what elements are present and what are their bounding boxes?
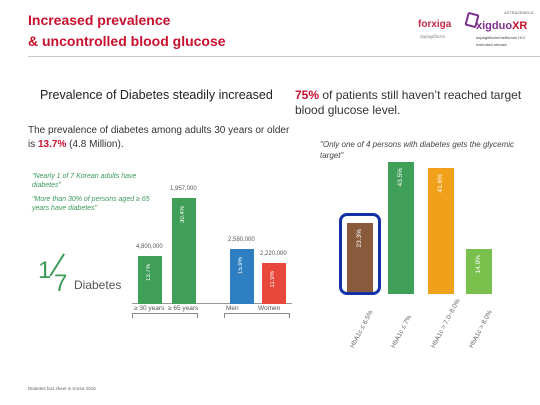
logo-tagline-2: extended-release	[476, 42, 507, 47]
prevalence-bar-3	[262, 262, 286, 304]
prevalence-bar-count-3: 2,220,000	[260, 250, 287, 257]
prevalence-bar-2	[230, 248, 254, 304]
highlight-box	[339, 213, 381, 295]
prevalence-bar-count-1: 1,957,000	[170, 186, 197, 192]
title-line-2: & uncontrolled blood glucose	[28, 33, 226, 49]
prevalence-bar-count-0: 4,800,000	[136, 244, 163, 251]
brand-logo: forxiga dapagliflozin xigduoXR ASTRAZENE…	[418, 8, 536, 54]
title-line-1: Increased prevalence	[28, 12, 171, 28]
diabetes-label: Diabetes	[74, 278, 122, 292]
group-bracket-1	[224, 313, 290, 318]
page-title: Increased prevalence & uncontrolled bloo…	[28, 10, 328, 52]
footnote: Diabetes fact sheet in Korea 2016	[28, 386, 96, 391]
right-heading: 75% of patients still haven’t reached ta…	[295, 88, 522, 117]
prevalence-category-2: Men	[226, 305, 239, 312]
prevalence-chart: "Nearly 1 of 7 Korean adults have diabet…	[26, 162, 298, 342]
uncontrolled-percent: 75%	[295, 88, 320, 102]
glycemic-quote: "Only one of 4 persons with diabetes get…	[320, 140, 515, 160]
prevalence-bar-percent-3: 11.9%	[270, 270, 276, 288]
quote-over-65: "More than 30% of persons aged ≥ 65 year…	[32, 196, 150, 212]
hba1c-bar-1	[388, 162, 414, 294]
hba1c-category-1: HbA1c ≤ 7%	[390, 314, 414, 350]
hba1c-bar-label-1: 43.5%	[397, 168, 404, 187]
prevalence-bar-percent-1: 30.4%	[180, 206, 186, 224]
hba1c-bar-0	[347, 223, 373, 294]
logo-tagline-1: dapagliflozin/metformin HCl	[476, 35, 525, 40]
hba1c-bar-3	[466, 248, 492, 294]
logo-badge: ASTRAZENECA	[504, 10, 534, 15]
hba1c-bar-label-3: 14.9%	[475, 254, 482, 274]
hba1c-category-3: HbA1c > 8.0%	[468, 309, 494, 350]
prevalence-category-1: ≥ 65 years	[168, 305, 199, 312]
prevalence-bar-percent-0: 13.7%	[146, 264, 152, 282]
hba1c-bar-label-2: 41.6%	[437, 173, 444, 193]
prevalence-bar-percent-2: 15.9%	[238, 256, 244, 274]
left-heading: Prevalence of Diabetes steadily increase…	[40, 88, 273, 102]
fraction-numerator: 1	[38, 257, 52, 284]
forxiga-logo-subtext: dapagliflozin	[420, 34, 446, 39]
prevalence-bar-0	[138, 256, 162, 304]
group-bracket-0	[132, 313, 198, 318]
prevalence-category-3: Women	[258, 305, 281, 312]
hba1c-bar-2	[428, 167, 454, 294]
title-divider	[28, 56, 540, 57]
fraction-denominator: 7	[54, 270, 68, 297]
prevalence-bar-1	[172, 198, 196, 304]
hba1c-category-2: HbA1c > 7.0~8.0%	[430, 297, 462, 350]
prevalence-bar-count-2: 2,580,000	[228, 236, 255, 243]
xigduo-logo-text: xigduoXR	[476, 20, 528, 32]
chart-baseline	[132, 303, 292, 304]
prevalence-category-0: ≥ 30 years	[134, 305, 165, 312]
left-body-text: The prevalence of diabetes among adults …	[28, 125, 290, 150]
quote-one-in-seven: "Nearly 1 of 7 Korean adults have diabet…	[32, 173, 137, 189]
hba1c-category-0: HbA1c ≤ 6.5%	[349, 309, 375, 350]
prevalence-highlight: 13.7%	[38, 139, 67, 150]
forxiga-logo-text: forxiga	[418, 19, 452, 30]
